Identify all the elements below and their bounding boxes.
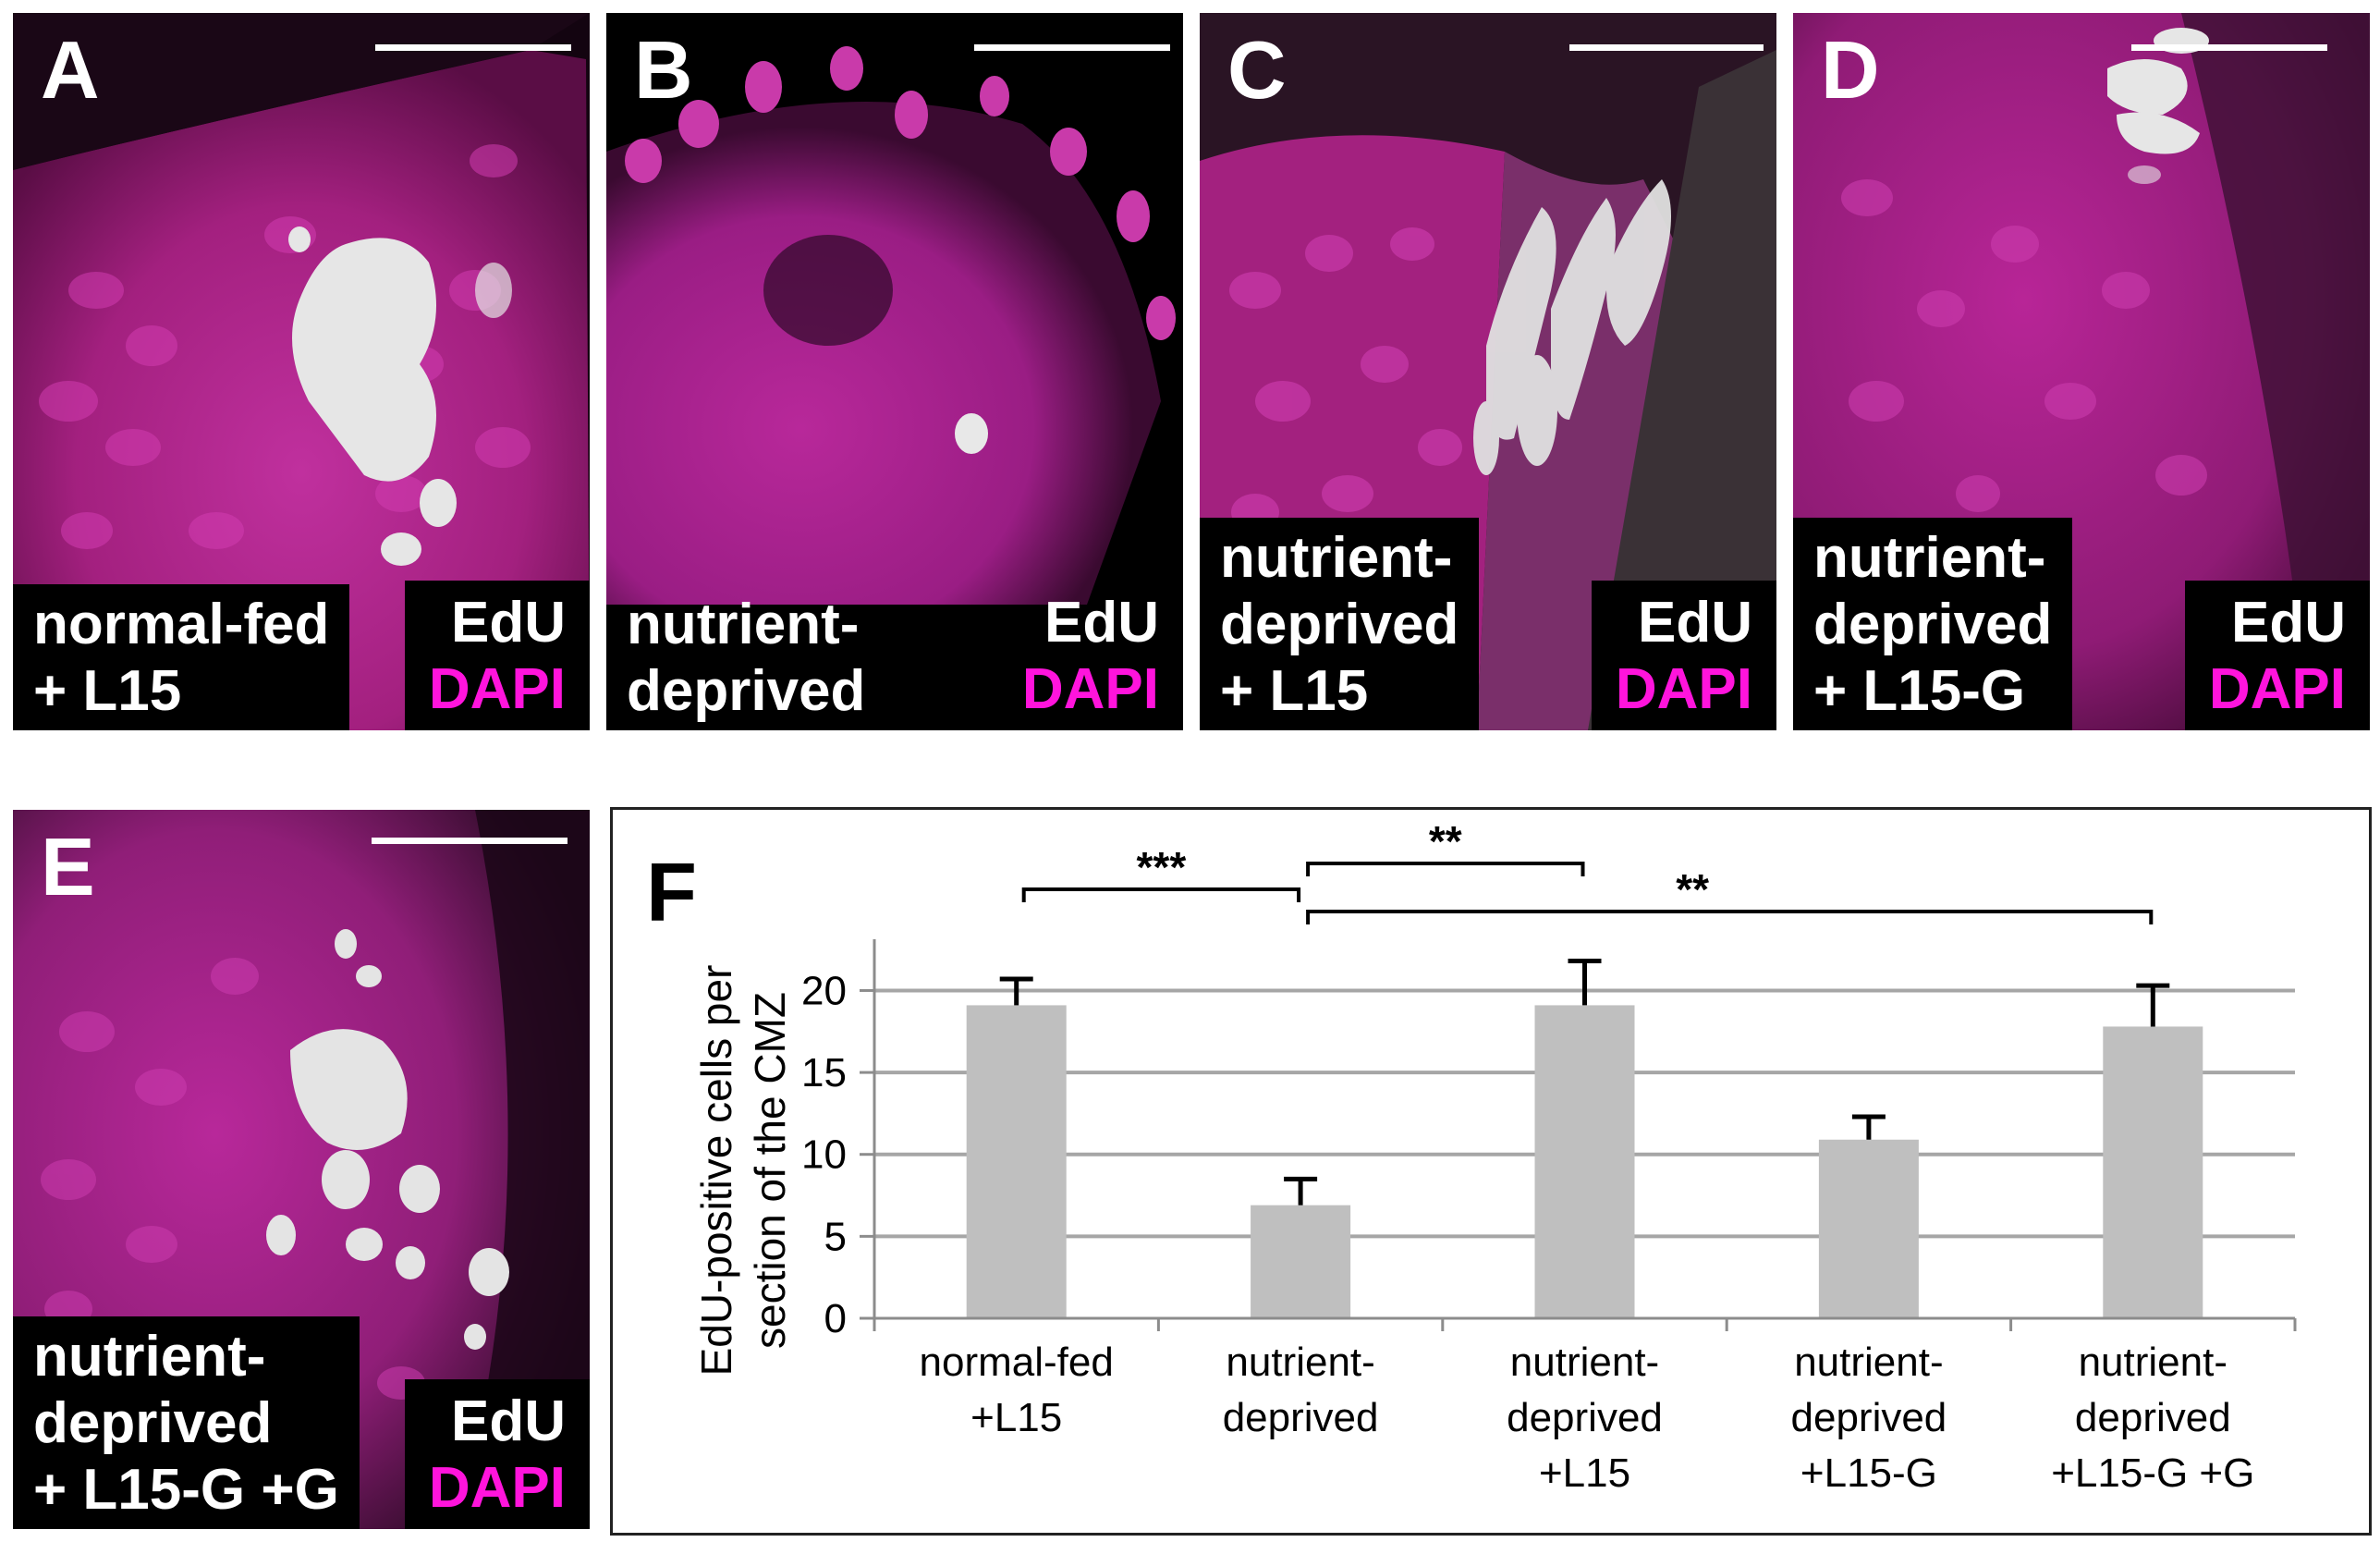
y-tick-label: 15	[801, 1050, 847, 1095]
bar	[2103, 1026, 2203, 1318]
condition-line: nutrient-	[1813, 526, 2046, 590]
panel-e-micrograph: E nutrient- deprived + L15-G +G EdU DAPI	[13, 810, 590, 1529]
panel-letter-b: B	[634, 24, 693, 116]
dapi-stain-label: DAPI	[428, 1456, 566, 1520]
stain-legend-a: EdU DAPI	[404, 581, 590, 730]
scale-bar	[375, 44, 571, 51]
y-tick-label: 5	[824, 1214, 847, 1259]
dapi-stain-label: DAPI	[428, 657, 566, 721]
condition-line: + L15-G	[1813, 659, 2026, 723]
condition-line: + L15-G +G	[33, 1458, 339, 1522]
panel-letter-d: D	[1821, 24, 1880, 116]
condition-label-c: nutrient- deprived + L15	[1200, 518, 1480, 730]
condition-line: + L15	[33, 659, 182, 723]
panel-d-micrograph: D nutrient- deprived + L15-G EdU DAPI	[1793, 13, 2370, 730]
condition-line: + L15	[1220, 659, 1369, 723]
x-category-label: normal-fed +L15	[920, 1340, 1114, 1440]
stain-legend-d: EdU DAPI	[2184, 581, 2370, 730]
panel-letter-f: F	[646, 847, 697, 939]
panel-letter-a: A	[41, 24, 100, 116]
y-axis-title: EdU-positive cells per section of the CM…	[692, 965, 794, 1377]
bar	[1818, 1139, 1919, 1318]
significance-label: **	[1429, 817, 1462, 865]
condition-line: deprived	[1813, 593, 2053, 656]
condition-label-a: normal-fed + L15	[13, 584, 350, 730]
bar-chart: F EdU-positive cells per section of the …	[646, 817, 2297, 1496]
micrograph-a-image	[13, 13, 590, 730]
panel-c-micrograph: C nutrient- deprived + L15 EdU DAPI	[1200, 13, 1776, 730]
y-tick-label: 0	[824, 1296, 847, 1341]
edu-stain-label: EdU	[451, 591, 566, 655]
x-category-label: nutrient-deprived +L15-G	[1791, 1340, 1947, 1496]
y-axis-title-line: EdU-positive cells per	[692, 965, 740, 1377]
significance-bracket	[1021, 887, 1301, 902]
edu-stain-label: EdU	[2231, 591, 2346, 655]
x-category-label: nutrient-deprived	[1223, 1340, 1379, 1440]
bar	[966, 1005, 1067, 1318]
panel-letter-e: E	[41, 821, 95, 912]
edu-stain-label: EdU	[451, 1389, 566, 1453]
y-tick-label: 10	[801, 1132, 847, 1178]
micrograph-b-image	[606, 46, 1176, 605]
x-category-label: nutrient-deprived +L15-G +G	[2051, 1340, 2254, 1496]
panel-a-micrograph: A normal-fed + L15 EdU DAPI	[13, 13, 590, 730]
y-axis-title-line: section of the CMZ	[746, 992, 794, 1349]
scale-bar	[974, 44, 1170, 51]
condition-line: nutrient-	[627, 593, 860, 656]
significance-bracket	[1306, 910, 2154, 924]
condition-line: nutrient-	[1220, 526, 1453, 590]
edu-stain-label: EdU	[1638, 591, 1752, 655]
significance-label: **	[1676, 865, 1709, 913]
scale-bar	[1569, 44, 1764, 51]
dapi-stain-label: DAPI	[1021, 657, 1159, 721]
stain-legend-b: EdU DAPI	[998, 581, 1183, 730]
x-category-label: nutrient-deprived +L15	[1507, 1340, 1663, 1496]
panel-b-micrograph: B nutrient- deprived EdU DAPI	[606, 13, 1183, 730]
dapi-stain-label: DAPI	[2208, 657, 2346, 721]
condition-line: deprived	[33, 1391, 273, 1455]
condition-label-d: nutrient- deprived + L15-G	[1793, 518, 2073, 730]
panel-f-chart: F EdU-positive cells per section of the …	[610, 807, 2372, 1536]
bar	[1534, 1005, 1635, 1318]
significance-label: ***	[1137, 843, 1187, 891]
condition-line: normal-fed	[33, 593, 330, 656]
edu-stain-label: EdU	[1044, 591, 1159, 655]
scale-bar	[2131, 44, 2327, 51]
stain-legend-e: EdU DAPI	[404, 1379, 590, 1529]
significance-bracket	[1306, 862, 1585, 876]
bar	[1251, 1205, 1351, 1318]
stain-legend-c: EdU DAPI	[1591, 581, 1776, 730]
condition-label-e: nutrient- deprived + L15-G +G	[13, 1316, 360, 1529]
scale-bar	[372, 838, 568, 844]
condition-line: deprived	[627, 659, 866, 723]
condition-line: deprived	[1220, 593, 1459, 656]
condition-label-b: nutrient- deprived	[606, 584, 885, 730]
condition-line: nutrient-	[33, 1325, 266, 1389]
y-tick-label: 20	[801, 968, 847, 1013]
panel-letter-c: C	[1227, 24, 1287, 116]
dapi-stain-label: DAPI	[1615, 657, 1752, 721]
